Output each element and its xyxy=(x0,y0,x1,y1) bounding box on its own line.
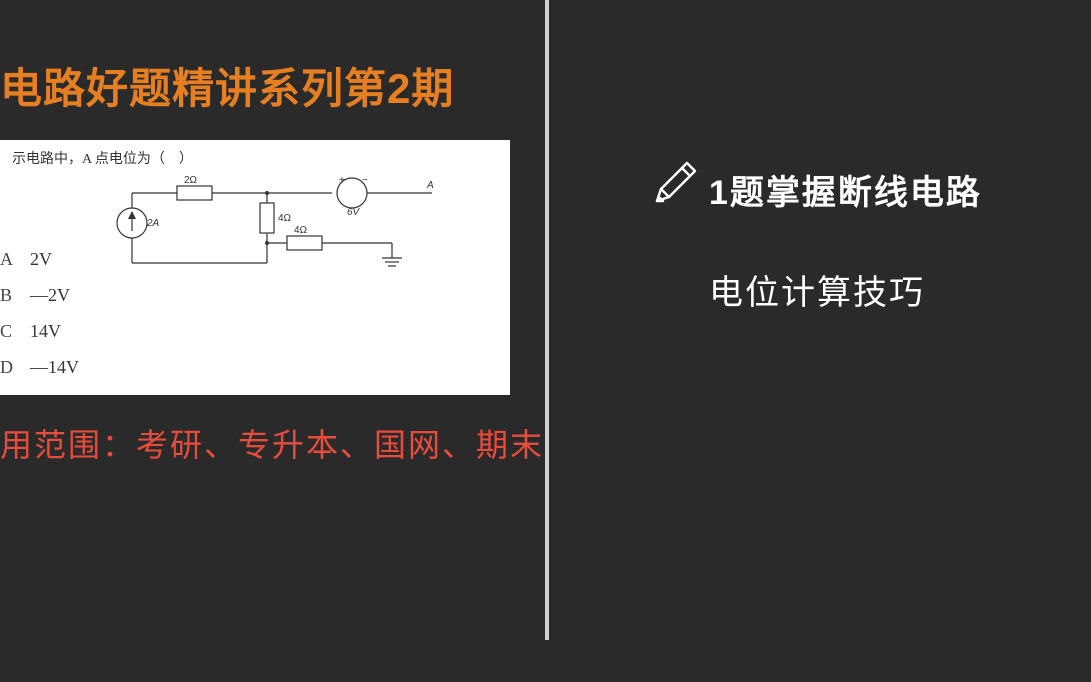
problem-header: 示电路中，A 点电位为（ ） xyxy=(12,148,498,168)
circuit-diagram: 2Ω + − 6V A 2A 4Ω xyxy=(102,173,442,283)
scope-subtitle: 用范围：考研、专升本、国网、期末 xyxy=(0,420,544,466)
answer-option: C 14V xyxy=(0,313,79,349)
answer-label: A xyxy=(0,241,30,277)
answer-value: 14V xyxy=(30,313,61,349)
answer-label: C xyxy=(0,313,30,349)
answer-list: A 2V B —2V C 14V D —14V xyxy=(0,241,79,385)
right-subtitle: 电位计算技巧 xyxy=(709,265,925,314)
node-a-label: A xyxy=(426,180,434,191)
answer-option: A 2V xyxy=(0,241,79,277)
answer-label: B xyxy=(0,277,30,313)
answer-value: —14V xyxy=(30,349,79,385)
answer-value: —2V xyxy=(30,277,70,313)
answer-option: D —14V xyxy=(0,349,79,385)
left-panel: 电路好题精讲系列第2期 示电路中，A 点电位为（ ） 2Ω + − 6V A xyxy=(0,0,545,682)
answer-option: B —2V xyxy=(0,277,79,313)
pencil-icon xyxy=(649,155,704,215)
current-source-label: 2A xyxy=(146,218,160,229)
r1-label: 2Ω xyxy=(184,175,198,186)
right-title: 1题掌握断线电路 xyxy=(709,165,982,214)
r3-label: 4Ω xyxy=(294,225,308,236)
problem-box: 示电路中，A 点电位为（ ） 2Ω + − 6V A xyxy=(0,140,510,395)
main-title: 电路好题精讲系列第2期 xyxy=(0,55,454,116)
voltage-source-label: 6V xyxy=(347,207,361,218)
answer-label: D xyxy=(0,349,30,385)
r2-label: 4Ω xyxy=(278,213,292,224)
vs-minus: − xyxy=(362,175,368,186)
answer-value: 2V xyxy=(30,241,52,277)
vs-plus: + xyxy=(339,175,345,186)
right-panel: 1题掌握断线电路 电位计算技巧 xyxy=(549,0,1091,682)
